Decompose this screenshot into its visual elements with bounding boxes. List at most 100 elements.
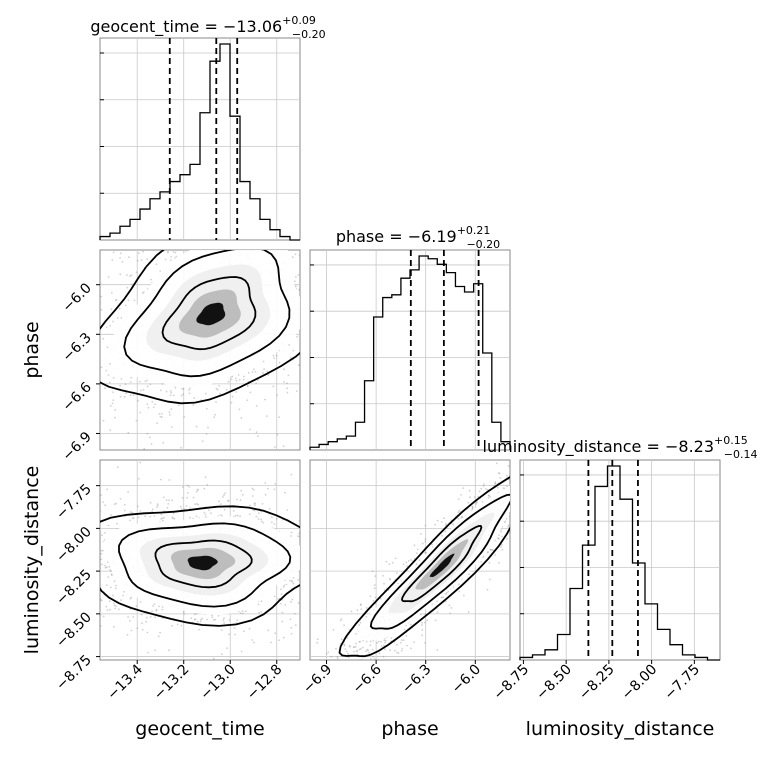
sample-point xyxy=(149,436,151,439)
sample-point xyxy=(302,328,304,330)
sample-point xyxy=(104,566,107,569)
sample-point xyxy=(56,299,58,301)
x-tick-label: −6.9 xyxy=(300,662,335,697)
sample-point xyxy=(102,501,105,503)
sample-point xyxy=(526,465,528,467)
sample-point xyxy=(190,617,193,620)
sample-point xyxy=(169,394,172,397)
sample-point xyxy=(373,584,376,586)
sample-point xyxy=(94,608,96,610)
sample-point xyxy=(343,643,346,646)
sample-point xyxy=(360,603,362,606)
sample-point xyxy=(131,511,134,514)
sample-point xyxy=(336,259,338,261)
sample-point xyxy=(220,217,222,219)
y-axis-label-luminosity_distance: luminosity_distance xyxy=(21,466,43,655)
sample-point xyxy=(243,630,245,633)
sample-point xyxy=(197,216,199,218)
sample-point xyxy=(207,221,209,223)
sample-point xyxy=(211,616,214,618)
sample-point xyxy=(304,694,306,696)
sample-point xyxy=(336,493,338,495)
sample-point xyxy=(298,535,300,538)
sample-point xyxy=(516,509,518,511)
sample-point xyxy=(527,497,529,499)
sample-point xyxy=(365,650,367,653)
sample-point xyxy=(528,476,530,478)
sample-point xyxy=(242,612,245,615)
sample-point xyxy=(304,344,306,346)
sample-point xyxy=(515,489,517,491)
sample-point xyxy=(444,530,447,533)
sample-point xyxy=(197,503,200,506)
sample-point xyxy=(425,551,428,554)
sample-point xyxy=(336,200,338,202)
sample-point xyxy=(357,267,359,269)
sample-point xyxy=(88,397,90,399)
sample-point xyxy=(153,603,156,605)
sample-point xyxy=(424,540,427,543)
sample-point xyxy=(119,252,122,255)
sample-point xyxy=(194,618,197,620)
sample-point xyxy=(172,250,174,251)
sample-point xyxy=(102,419,105,422)
sample-point xyxy=(488,561,491,564)
sample-point xyxy=(354,372,356,374)
sample-point xyxy=(88,556,90,558)
sample-point xyxy=(318,616,320,618)
sample-point xyxy=(93,540,95,542)
sample-point xyxy=(372,655,374,658)
sample-point xyxy=(421,634,423,637)
sample-point xyxy=(538,479,540,481)
sample-point xyxy=(76,377,78,379)
sample-point xyxy=(124,304,127,307)
sample-point xyxy=(137,516,140,519)
sample-point xyxy=(384,641,386,644)
sample-point xyxy=(280,593,283,596)
sample-point xyxy=(374,575,377,577)
sample-point xyxy=(346,636,349,639)
sample-point xyxy=(410,623,412,626)
sample-point xyxy=(44,549,46,551)
sample-point xyxy=(373,658,376,660)
sample-point xyxy=(127,299,130,302)
sample-point xyxy=(524,469,526,471)
sample-point xyxy=(214,413,217,416)
sample-point xyxy=(100,552,103,555)
sample-point xyxy=(294,250,297,251)
sample-point xyxy=(340,684,342,686)
sample-point xyxy=(327,211,329,213)
sample-point xyxy=(313,579,315,581)
panel-frame xyxy=(519,459,721,661)
sample-point xyxy=(298,519,300,522)
panel-frame xyxy=(309,459,511,661)
sample-point xyxy=(516,481,518,483)
sample-point xyxy=(208,509,210,512)
sample-point xyxy=(185,505,188,507)
x-axis-label-phase: phase xyxy=(381,718,438,740)
sample-point xyxy=(100,613,102,616)
sample-point xyxy=(303,234,305,236)
density-peak xyxy=(196,302,226,326)
sample-point xyxy=(138,380,141,383)
sample-point xyxy=(400,313,402,315)
sample-point xyxy=(535,493,537,495)
sample-point xyxy=(399,641,402,644)
sample-point xyxy=(133,250,135,251)
sample-point xyxy=(107,276,110,278)
sample-point xyxy=(267,374,270,376)
sample-point xyxy=(182,388,185,390)
sample-point xyxy=(189,387,191,390)
sample-point xyxy=(236,185,238,187)
sample-point xyxy=(369,661,371,663)
sample-point xyxy=(345,650,348,653)
sample-point xyxy=(234,514,237,517)
sample-point xyxy=(291,581,294,583)
sample-point xyxy=(95,412,97,414)
sample-point xyxy=(82,308,84,310)
sample-point xyxy=(382,574,384,577)
sample-point xyxy=(114,409,117,411)
sample-point xyxy=(384,639,387,642)
sample-point xyxy=(340,638,343,641)
sample-point xyxy=(290,626,293,629)
